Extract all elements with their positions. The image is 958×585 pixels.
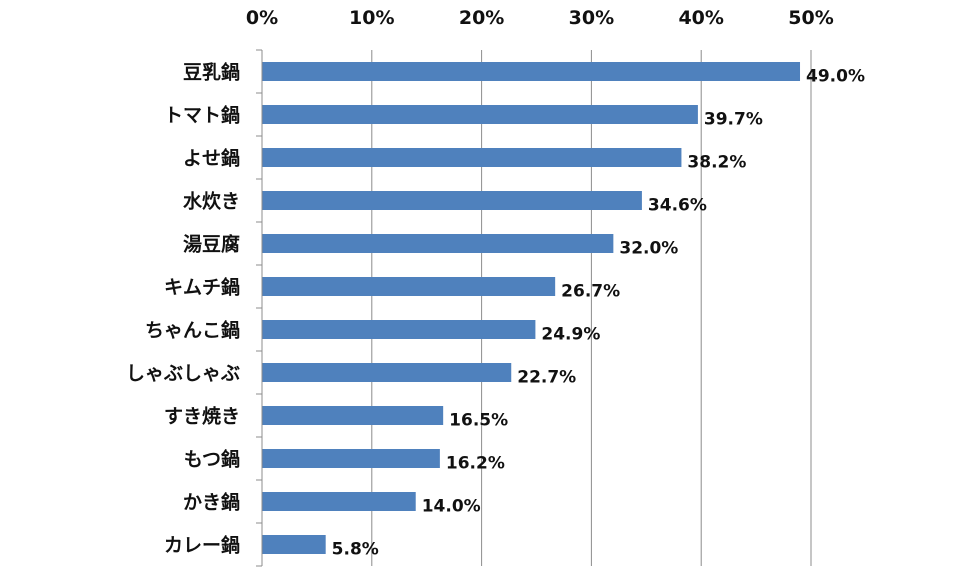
bar <box>262 406 444 425</box>
value-label: 14.0% <box>422 497 481 517</box>
category-label: よせ鍋 <box>183 147 240 170</box>
category-label: カレー鍋 <box>164 534 240 557</box>
x-tick-label: 20% <box>459 7 504 29</box>
bar <box>262 492 416 511</box>
value-label: 16.2% <box>446 454 505 474</box>
category-label: かき鍋 <box>183 491 240 514</box>
value-label: 26.7% <box>561 282 620 302</box>
bar <box>262 234 614 253</box>
axes <box>256 49 263 567</box>
category-label: 水炊き <box>183 190 240 213</box>
category-label: 湯豆腐 <box>183 233 240 256</box>
bar <box>262 320 536 339</box>
value-label: 49.0% <box>806 67 865 87</box>
x-tick-label: 10% <box>349 7 394 29</box>
category-label: キムチ鍋 <box>164 276 240 299</box>
value-label: 38.2% <box>687 153 746 173</box>
bar <box>262 62 801 81</box>
category-label: すき焼き <box>164 405 240 428</box>
bar <box>262 191 642 210</box>
bar <box>262 277 556 296</box>
value-labels: 49.0% 39.7% 38.2% 34.6% 32.0% 26.7% 24.9% 22.7%… <box>332 67 865 560</box>
category-label: しゃぶしゃぶ <box>126 363 240 385</box>
value-label: 24.9% <box>541 325 600 345</box>
x-tick-label: 50% <box>788 7 833 29</box>
bar <box>262 148 682 167</box>
bar <box>262 535 326 554</box>
category-labels: 豆乳鍋トマト鍋よせ鍋水炊き湯豆腐キムチ鍋ちゃんこ鍋しゃぶしゃぶすき焼きもつ鍋かき… <box>126 61 240 557</box>
category-label: トマト鍋 <box>164 104 240 127</box>
bar <box>262 363 512 382</box>
value-label: 5.8% <box>332 540 379 560</box>
category-label: もつ鍋 <box>184 448 240 471</box>
grid-lines <box>371 50 812 566</box>
value-label: 22.7% <box>517 368 576 388</box>
category-label: ちゃんこ鍋 <box>145 319 240 342</box>
x-tick-label: 0% <box>246 7 278 29</box>
x-tick-labels: 0% 10% 20% 30% 40% 50% <box>246 7 834 29</box>
value-label: 39.7% <box>704 110 763 130</box>
bars <box>262 62 801 554</box>
value-label: 16.5% <box>449 411 508 431</box>
value-label: 34.6% <box>648 196 707 216</box>
category-label: 豆乳鍋 <box>183 61 240 84</box>
value-label: 32.0% <box>619 239 678 259</box>
bar <box>262 449 440 468</box>
x-tick-label: 30% <box>569 7 614 29</box>
x-tick-label: 40% <box>678 7 723 29</box>
bar <box>262 105 698 124</box>
